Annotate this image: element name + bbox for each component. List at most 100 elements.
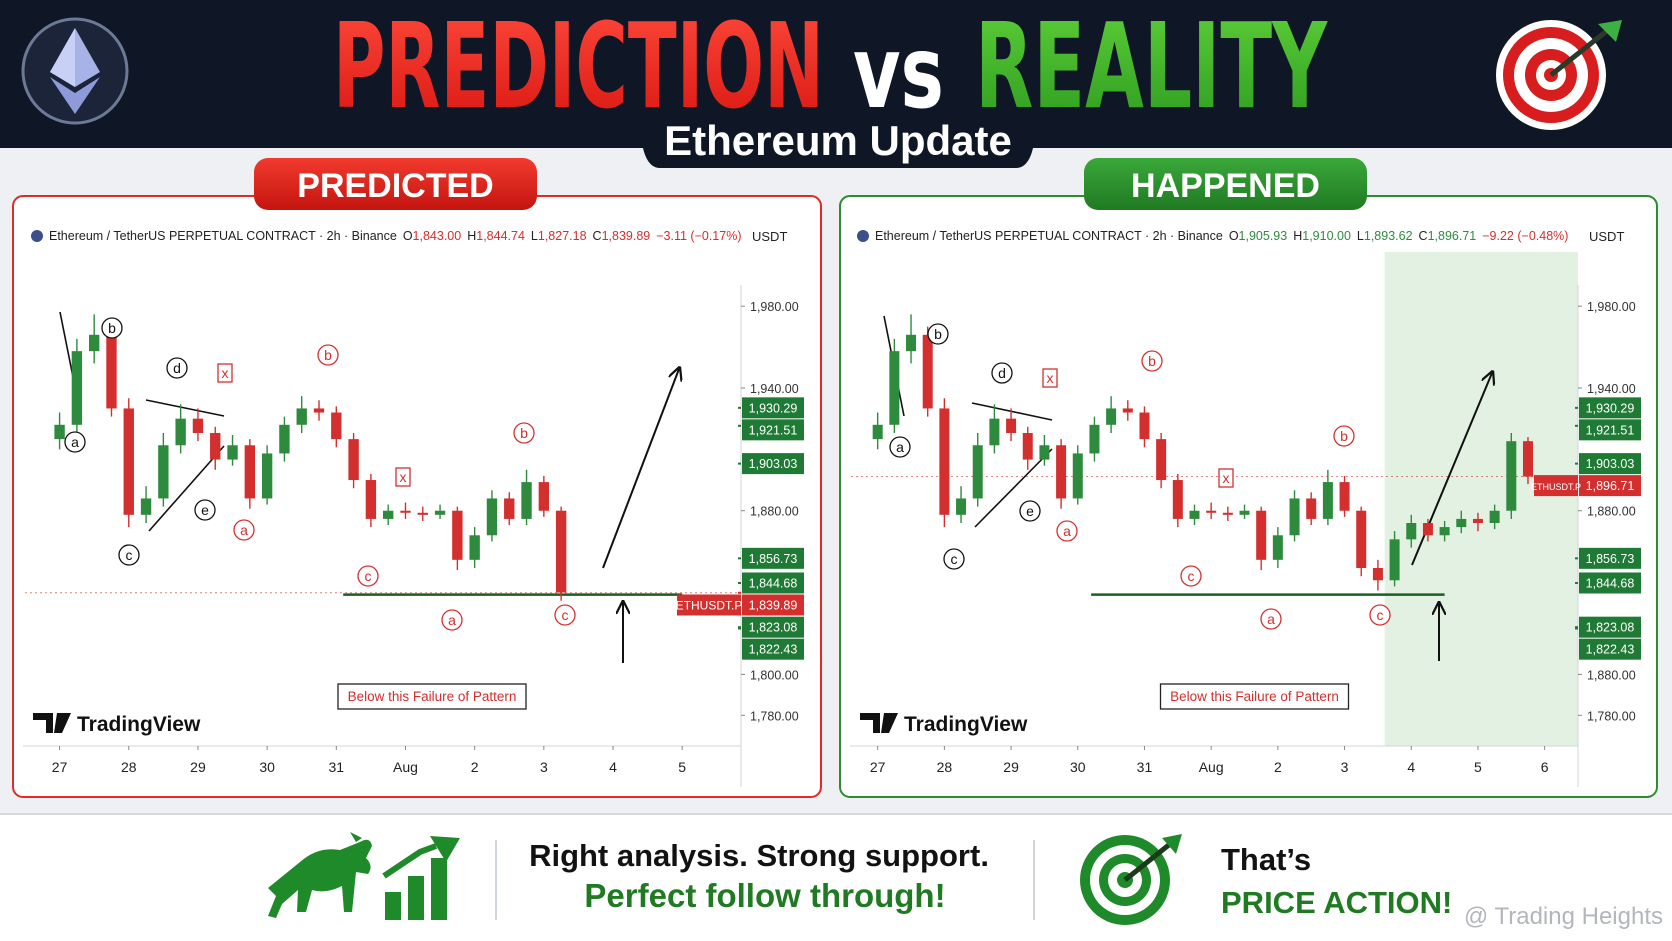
candle-body — [313, 408, 325, 413]
annotation-label: d — [173, 360, 181, 376]
annotation-circle — [1333, 425, 1355, 447]
candle-body — [417, 512, 428, 515]
annotation-circle — [357, 565, 379, 587]
candle-body — [1356, 510, 1367, 569]
y-tick-label: 1,980.00 — [1587, 300, 1636, 314]
annotation-circle — [1180, 565, 1202, 587]
ohlc-key: C — [593, 229, 602, 243]
annotation-label: x — [222, 365, 229, 381]
projection-arrow — [602, 369, 679, 569]
price-label-box — [742, 397, 804, 419]
annotation-label: x — [1223, 470, 1230, 486]
brand-name: TradingView — [77, 713, 201, 736]
candle-body — [1389, 539, 1400, 581]
candle-body — [88, 334, 100, 352]
candle-body — [227, 445, 238, 460]
annotation-circle — [233, 519, 255, 541]
x-tick-label: 4 — [609, 759, 617, 775]
candle-body — [521, 482, 532, 519]
annotation-circle — [943, 548, 965, 570]
x-tick-label: Aug — [393, 759, 418, 775]
y-tick-label: 1,880.00 — [1587, 505, 1636, 519]
ohlc-key: O — [403, 229, 413, 243]
annotation-label: b — [1340, 428, 1348, 444]
candle-body — [1256, 510, 1267, 560]
y-tick-label: 1,880.00 — [1587, 668, 1636, 682]
annotation-circle — [1056, 520, 1078, 542]
candle-body — [922, 334, 933, 409]
price-label-box — [742, 638, 804, 660]
footer-line-3: That’s — [1221, 842, 1311, 877]
wave-line — [974, 448, 1053, 528]
annotation-label: d — [998, 365, 1006, 381]
currency: USDT — [1589, 229, 1624, 244]
footer-line-1: Right analysis. Strong support. — [529, 838, 989, 873]
y-tick-label: 1,780.00 — [1587, 709, 1636, 723]
candle-body — [486, 498, 498, 536]
ohlc-key: C — [1419, 229, 1428, 243]
candle-body — [54, 424, 65, 440]
x-tick-label: 31 — [329, 759, 345, 775]
x-tick-label: 4 — [1407, 759, 1415, 775]
growth-icon — [382, 836, 460, 920]
price-label-box — [742, 419, 804, 441]
candle-body — [175, 418, 186, 446]
annotation-label: a — [896, 439, 904, 455]
annotation-circle — [441, 609, 463, 631]
price-label-box — [1579, 572, 1641, 594]
candle-body — [1339, 482, 1350, 511]
annotation-label: x — [1047, 370, 1054, 386]
price-label: 1,903.03 — [749, 457, 798, 471]
candle-body — [1406, 523, 1417, 540]
annotation-label: x — [400, 469, 407, 485]
candle-body — [140, 498, 152, 515]
x-tick-label: 29 — [1003, 759, 1019, 775]
annotation-box — [1218, 468, 1234, 488]
annotation-label: c — [365, 568, 372, 584]
x-tick-label: 29 — [190, 759, 206, 775]
annotation-label: a — [71, 434, 79, 450]
candle-body — [1422, 523, 1433, 536]
brand-name: TradingView — [904, 713, 1028, 736]
annotation-circle — [101, 317, 123, 339]
panel-pill — [1084, 158, 1367, 210]
footer-band — [0, 814, 1672, 941]
candle-body — [261, 453, 273, 499]
annotation-circle — [1019, 500, 1041, 522]
annotation-circle — [991, 362, 1013, 384]
candle-body — [972, 445, 983, 499]
candle-body — [1489, 510, 1500, 524]
candle-body — [989, 418, 1000, 446]
x-tick-label: 2 — [471, 759, 479, 775]
x-tick-label: 5 — [678, 759, 686, 775]
note-box — [337, 683, 527, 710]
candle-body — [1372, 568, 1383, 581]
price-label-box — [1579, 638, 1641, 660]
eth-logo — [21, 17, 129, 125]
ohlc-key: H — [467, 229, 476, 243]
x-tick-label: 5 — [1474, 759, 1482, 775]
price-label-box — [742, 616, 804, 638]
title-prediction: PREDICTION — [333, 0, 824, 135]
candle-body — [106, 334, 117, 409]
candle-body — [123, 408, 134, 515]
annotation-label: c — [1188, 568, 1195, 584]
annotation-label: a — [1063, 523, 1071, 539]
y-tick-label: 1,780.00 — [750, 709, 799, 723]
wave-line — [971, 402, 1053, 421]
annotation-label: c — [951, 551, 958, 567]
panel-pill — [254, 158, 537, 210]
candle-body — [1072, 453, 1083, 499]
y-tick-label: 1,940.00 — [750, 382, 799, 396]
price-label-box — [742, 453, 804, 475]
annotation-circle — [554, 604, 576, 626]
candle-body — [1306, 498, 1317, 519]
candle-body — [504, 498, 515, 519]
ohlc-value: 1,843.00 — [413, 229, 462, 243]
annotation-label: c — [126, 547, 133, 563]
x-tick-label: 27 — [870, 759, 886, 775]
candle-body — [939, 408, 950, 515]
candle-body — [872, 424, 883, 440]
